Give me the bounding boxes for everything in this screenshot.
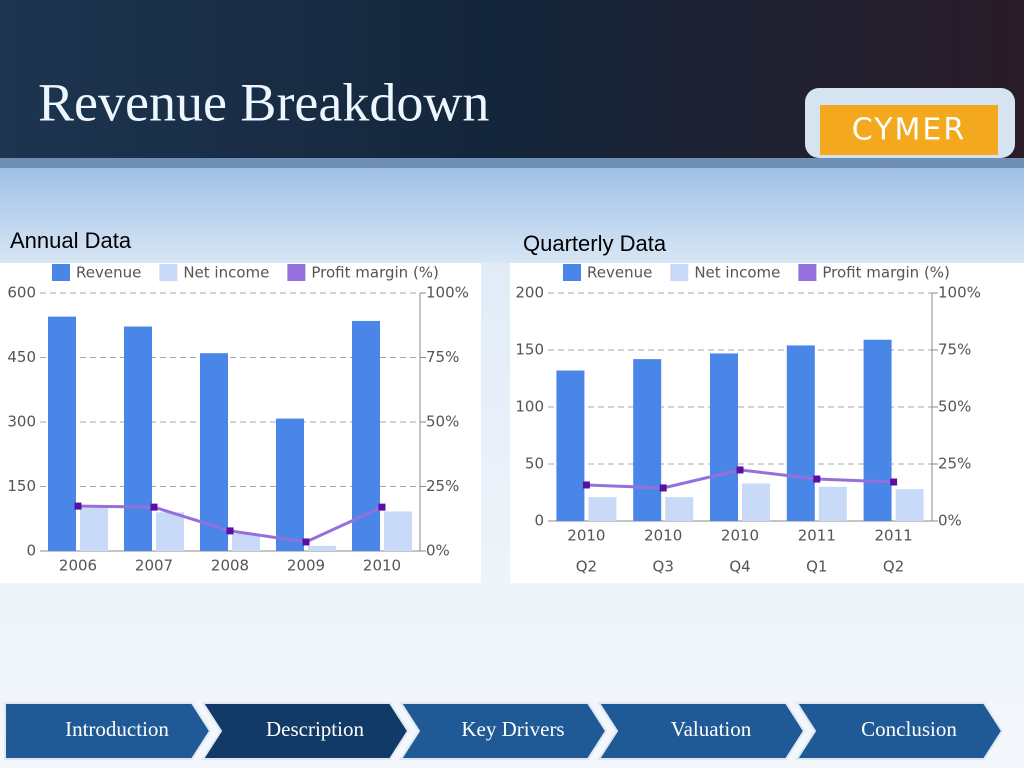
bar (786, 345, 815, 521)
y2-tick-label: 100% (938, 284, 981, 302)
nav-label: Description (266, 717, 364, 741)
legend-swatch (670, 264, 689, 281)
bar (80, 508, 108, 551)
bar (48, 316, 76, 551)
x-tick-label: 2006 (59, 557, 97, 575)
marker (302, 538, 310, 546)
y2-tick-label: 50% (938, 398, 971, 416)
bar (895, 489, 924, 521)
y-tick-label: 300 (7, 413, 36, 431)
nav-tab (399, 702, 608, 760)
logo: CYMER (852, 113, 966, 148)
marker (150, 503, 158, 511)
y2-tick-label: 100% (426, 284, 469, 302)
y-tick-label: 200 (515, 284, 544, 302)
y-tick-label: 100 (515, 398, 544, 416)
header-band (0, 168, 1024, 263)
bar (588, 497, 617, 521)
x-tick-label: 2010 (363, 557, 401, 575)
x-tick-label: 2010 (721, 527, 759, 545)
nav-label: Key Drivers (461, 717, 564, 741)
marker (813, 475, 821, 483)
bar (742, 483, 770, 521)
y2-tick-label: 75% (938, 341, 971, 359)
x-tick-label: 2007 (135, 557, 173, 575)
y2-tick-label: 75% (426, 348, 459, 366)
bar (710, 353, 738, 521)
legend-label: Net income (694, 264, 780, 282)
marker (659, 484, 667, 492)
x-tick-label: Q4 (729, 558, 750, 576)
bar (232, 533, 260, 551)
legend-swatch (563, 264, 581, 281)
bar (352, 320, 380, 551)
legend-swatch (159, 264, 178, 281)
nav-label: Introduction (65, 717, 169, 741)
bar (200, 353, 228, 551)
marker (226, 527, 234, 535)
x-tick-label: 2011 (798, 527, 836, 545)
bar (156, 512, 184, 551)
x-tick-label: Q2 (883, 558, 904, 576)
logo-box (820, 105, 998, 155)
legend-label: Revenue (587, 264, 652, 282)
x-tick-label: Q2 (576, 558, 597, 576)
legend-swatch (287, 264, 306, 281)
marker (378, 503, 386, 511)
bar (124, 326, 152, 551)
x-tick-label: 2011 (875, 527, 913, 545)
legend-label: Net income (183, 264, 269, 282)
y2-tick-label: 0% (426, 542, 450, 560)
x-tick-label: 2009 (287, 557, 325, 575)
legend-swatch (798, 264, 817, 281)
y-tick-label: 450 (7, 348, 36, 366)
marker (890, 478, 898, 486)
marker (736, 466, 744, 474)
legend-label: Profit margin (%) (822, 264, 950, 282)
x-tick-label: Q3 (653, 558, 674, 576)
y-tick-label: 0 (534, 512, 544, 530)
slide-title: Revenue Breakdown (38, 72, 489, 132)
chart-title: Annual Data (10, 228, 132, 253)
x-tick-label: 2010 (567, 527, 605, 545)
bar (308, 545, 336, 551)
bar (556, 370, 585, 521)
y2-tick-label: 25% (938, 455, 971, 473)
y2-tick-label: 0% (938, 512, 962, 530)
y-tick-label: 150 (7, 477, 36, 495)
nav-bar: Introduction Description Key Drivers Valuat… (4, 702, 1004, 760)
x-tick-label: Q1 (806, 558, 827, 576)
bar (863, 339, 892, 521)
x-tick-label: 2010 (644, 527, 682, 545)
nav-tab (795, 702, 1004, 760)
nav-tab (4, 702, 212, 760)
bar (665, 497, 694, 521)
y2-tick-label: 25% (426, 477, 459, 495)
bar (384, 511, 412, 551)
nav-label: Conclusion (861, 717, 957, 741)
x-tick-label: 2008 (211, 557, 249, 575)
legend-label: Revenue (76, 264, 141, 282)
legend-swatch (52, 264, 70, 281)
header-rule (0, 158, 1024, 168)
y2-tick-label: 50% (426, 413, 459, 431)
bar (276, 418, 304, 551)
bar (633, 359, 662, 521)
nav-tab (201, 702, 410, 760)
y-tick-label: 600 (7, 284, 36, 302)
nav-label: Valuation (671, 717, 752, 741)
bar (818, 486, 847, 521)
y-tick-label: 50 (525, 455, 544, 473)
y-tick-label: 150 (515, 341, 544, 359)
nav-tab (597, 702, 806, 760)
chart-panel (510, 263, 1024, 583)
chart-title: Quarterly Data (523, 231, 667, 256)
marker (582, 481, 590, 489)
legend-label: Profit margin (%) (311, 264, 439, 282)
y-tick-label: 0 (26, 542, 36, 560)
marker (74, 502, 82, 510)
